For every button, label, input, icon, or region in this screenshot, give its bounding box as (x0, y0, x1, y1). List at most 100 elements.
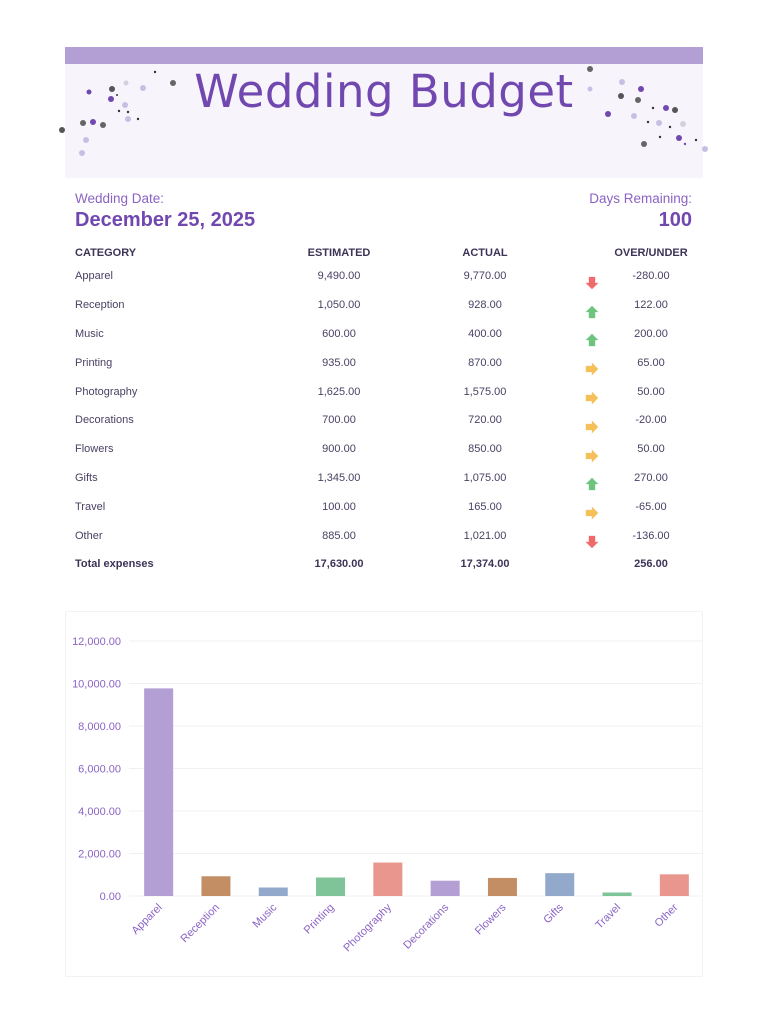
row-actual: 1,575.00 (463, 385, 507, 398)
header-actual: ACTUAL (462, 247, 508, 259)
y-tick-label: 4,000.00 (78, 806, 121, 818)
bar-chart: 0.00 2,000.00 4,000.00 6,000.00 8,000.00 10,0… (72, 636, 702, 954)
row-actual: 400.00 (468, 327, 502, 340)
total-over-under: 256.00 (634, 558, 668, 571)
bar-apparel (144, 688, 174, 896)
table-row: Flowers 900.00 850.00 50.00 (75, 435, 695, 464)
row-over-under: 50.00 (637, 385, 665, 398)
x-tick-label: Decorations (401, 901, 451, 951)
x-tick-label: Other (653, 901, 681, 929)
row-estimated: 9,490.00 (317, 270, 361, 283)
bar-gifts (545, 873, 575, 896)
x-tick-label: Photography (341, 901, 394, 954)
row-actual: 850.00 (468, 443, 502, 456)
bar-flowers (487, 877, 517, 896)
x-tick-label: Music (251, 901, 280, 930)
row-estimated: 1,345.00 (317, 471, 361, 484)
header-banner: Wedding Budget (65, 47, 703, 178)
row-category: Other (75, 529, 103, 542)
row-over-under: -280.00 (632, 270, 670, 283)
y-tick-label: 2,000.00 (78, 849, 121, 861)
y-tick-label: 6,000.00 (78, 764, 121, 776)
right-arrow-icon (585, 391, 599, 405)
budget-table: CATEGORY ESTIMATED ACTUAL OVER/UNDER App… (75, 244, 695, 579)
row-category: Music (75, 327, 104, 340)
row-actual: 720.00 (468, 414, 502, 427)
table-header-row: CATEGORY ESTIMATED ACTUAL OVER/UNDER (75, 244, 695, 262)
right-arrow-icon (585, 420, 599, 434)
row-category: Gifts (75, 471, 98, 484)
x-tick-label: Travel (593, 902, 623, 932)
table-row: Other 885.00 1,021.00 -136.00 (75, 521, 695, 550)
wedding-date-value: December 25, 2025 (75, 209, 256, 231)
header-category: CATEGORY (75, 247, 137, 259)
y-tick-label: 0.00 (100, 891, 121, 903)
x-tick-label: Reception (179, 902, 223, 946)
row-category: Photography (75, 385, 138, 398)
down-arrow-icon (585, 276, 599, 290)
bar-travel (602, 892, 632, 896)
header-estimated: ESTIMATED (307, 247, 371, 259)
bar-decorations (430, 880, 460, 896)
row-estimated: 600.00 (322, 327, 356, 340)
row-category: Printing (75, 356, 113, 369)
table-row: Travel 100.00 165.00 -65.00 (75, 492, 695, 521)
table-row: Apparel 9,490.00 9,770.00 -280.00 (75, 262, 695, 291)
up-arrow-icon (585, 305, 599, 318)
wedding-date-label: Wedding Date: (75, 191, 165, 206)
row-over-under: -136.00 (632, 529, 670, 542)
row-category: Travel (75, 500, 106, 513)
row-over-under: 50.00 (637, 443, 665, 456)
table-row: Photography 1,625.00 1,575.00 50.00 (75, 377, 695, 406)
row-estimated: 900.00 (322, 443, 356, 456)
row-category: Apparel (75, 270, 113, 283)
row-over-under: -20.00 (635, 414, 667, 427)
table-row: Music 600.00 400.00 200.00 (75, 320, 695, 349)
table-row: Reception 1,050.00 928.00 122.00 (75, 291, 695, 320)
header-bar (65, 47, 703, 64)
up-arrow-icon (585, 334, 599, 347)
y-tick-label: 8,000.00 (78, 721, 121, 733)
up-arrow-icon (585, 478, 599, 491)
row-over-under: 122.00 (634, 299, 668, 312)
row-actual: 9,770.00 (463, 270, 507, 283)
row-estimated: 700.00 (322, 414, 356, 427)
bar-music (258, 887, 288, 896)
row-estimated: 935.00 (322, 356, 356, 369)
row-over-under: 65.00 (637, 356, 665, 369)
row-over-under: -65.00 (635, 500, 667, 513)
row-actual: 1,021.00 (463, 529, 507, 542)
x-tick-label: Printing (302, 902, 337, 937)
days-remaining-label: Days Remaining: (589, 191, 692, 206)
bar-other (659, 874, 689, 896)
x-tick-label: Apparel (129, 902, 164, 937)
header-over-under: OVER/UNDER (614, 247, 688, 259)
actual-spending-chart: 0.00 2,000.00 4,000.00 6,000.00 8,000.00 10,0… (65, 611, 703, 977)
row-estimated: 1,050.00 (317, 299, 361, 312)
table-row: Decorations 700.00 720.00 -20.00 (75, 406, 695, 435)
row-actual: 165.00 (468, 500, 502, 513)
row-category: Flowers (75, 443, 114, 456)
row-estimated: 100.00 (322, 500, 356, 513)
row-actual: 870.00 (468, 356, 502, 369)
row-actual: 1,075.00 (463, 471, 507, 484)
total-row: Total expenses 17,630.00 17,374.00 256.0… (75, 550, 695, 579)
table-row: Printing 935.00 870.00 65.00 (75, 348, 695, 377)
right-arrow-icon (585, 448, 599, 463)
table-row: Gifts 1,345.00 1,075.00 270.00 (75, 464, 695, 493)
header-indicator (577, 244, 607, 262)
row-category: Reception (75, 299, 125, 312)
row-estimated: 885.00 (322, 529, 356, 542)
x-tick-label: Flowers (473, 901, 509, 937)
down-arrow-icon (585, 535, 599, 549)
bar-photography (373, 862, 403, 896)
row-actual: 928.00 (468, 299, 502, 312)
row-estimated: 1,625.00 (317, 385, 361, 398)
page-title: Wedding Budget (194, 65, 574, 118)
bar-printing (316, 877, 346, 896)
y-tick-label: 10,000.00 (72, 679, 121, 691)
row-over-under: 270.00 (634, 471, 668, 484)
right-arrow-icon (585, 362, 599, 377)
total-label: Total expenses (75, 558, 154, 571)
bar-reception (201, 876, 231, 896)
